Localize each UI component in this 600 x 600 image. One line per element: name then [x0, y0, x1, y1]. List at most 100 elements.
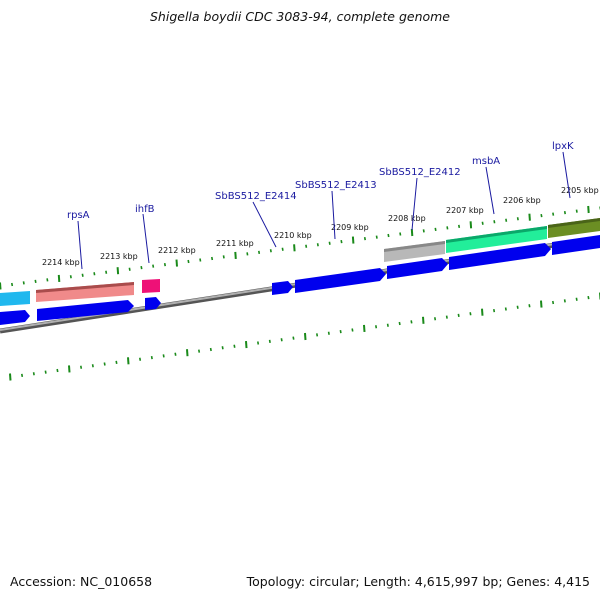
minor-tick	[329, 242, 330, 245]
minor-tick	[576, 298, 577, 301]
major-tick	[0, 283, 1, 290]
major-tick	[128, 357, 129, 364]
leader-line	[143, 214, 149, 263]
minor-tick	[293, 337, 294, 340]
minor-tick	[494, 220, 495, 223]
minor-tick	[565, 299, 566, 302]
major-tick	[177, 260, 178, 267]
minor-tick	[494, 309, 495, 312]
minor-tick	[482, 222, 483, 225]
cds-arrow[interactable]	[0, 310, 30, 325]
major-tick	[529, 214, 530, 221]
major-tick	[235, 252, 236, 259]
topology-text: Topology: circular; Length: 4,615,997 bp…	[247, 574, 590, 589]
minor-tick	[270, 340, 271, 343]
major-tick	[423, 317, 424, 324]
minor-tick	[12, 283, 13, 286]
minor-tick	[24, 281, 25, 284]
minor-tick	[259, 251, 260, 254]
minor-tick	[82, 274, 83, 277]
minor-tick	[518, 217, 519, 220]
minor-tick	[129, 268, 130, 271]
major-tick	[187, 349, 188, 356]
feature-left[interactable]	[0, 291, 30, 306]
minor-tick	[35, 280, 36, 283]
gene-label-msbA[interactable]: msbA	[472, 156, 500, 167]
minor-tick	[247, 252, 248, 255]
minor-tick	[318, 243, 319, 246]
minor-tick	[104, 363, 105, 366]
minor-tick	[352, 329, 353, 332]
gene-label-E2414[interactable]: SbBS512_E2414	[215, 191, 297, 202]
minor-tick	[340, 330, 341, 333]
gene-labels: rpsA ihfB SbBS512_E2414 SbBS512_E2413 Sb…	[67, 141, 574, 221]
major-tick	[246, 341, 247, 348]
minor-tick	[529, 304, 530, 307]
minor-tick	[517, 306, 518, 309]
minor-tick	[399, 322, 400, 325]
minor-tick	[165, 263, 166, 266]
cds-arrow[interactable]	[272, 281, 293, 295]
gene-label-E2412[interactable]: SbBS512_E2412	[379, 167, 461, 178]
minor-tick	[188, 260, 189, 263]
kbp-tick-track	[0, 206, 600, 290]
minor-tick	[222, 346, 223, 349]
minor-tick	[200, 259, 201, 262]
major-tick	[10, 374, 11, 381]
minor-tick	[93, 364, 94, 367]
gene-label-E2413[interactable]: SbBS512_E2413	[295, 180, 377, 191]
minor-tick	[175, 353, 176, 356]
major-tick	[118, 267, 119, 274]
minor-tick	[388, 324, 389, 327]
major-tick	[364, 325, 365, 332]
minor-tick	[47, 278, 48, 281]
minor-tick	[224, 255, 225, 258]
minor-tick	[506, 308, 507, 311]
minor-tick	[163, 354, 164, 357]
kbp-label: 2210 kbp	[274, 231, 312, 240]
major-tick	[59, 275, 60, 282]
minor-tick	[34, 372, 35, 375]
minor-tick	[411, 320, 412, 323]
cds-arrow[interactable]	[387, 258, 448, 279]
minor-tick	[565, 211, 566, 214]
minor-tick	[435, 317, 436, 320]
minor-tick	[553, 213, 554, 216]
kbp-label: 2212 kbp	[158, 246, 196, 255]
minor-tick	[71, 275, 72, 278]
minor-tick	[152, 356, 153, 359]
major-tick	[471, 221, 472, 228]
minor-tick	[447, 316, 448, 319]
minor-tick	[470, 312, 471, 315]
major-tick	[412, 229, 413, 236]
feature-ihfB[interactable]	[142, 279, 160, 293]
gene-label-rpsA[interactable]: rpsA	[67, 210, 90, 221]
minor-tick	[306, 245, 307, 248]
minor-tick	[365, 237, 366, 240]
gene-label-lpxK[interactable]: lpxK	[552, 141, 574, 152]
major-tick	[541, 301, 542, 308]
minor-tick	[94, 272, 95, 275]
minor-tick	[447, 226, 448, 229]
minor-tick	[282, 248, 283, 251]
cds-arrow[interactable]	[552, 235, 600, 255]
kbp-label: 2214 kbp	[42, 258, 80, 267]
kbp-label: 2206 kbp	[503, 196, 541, 205]
minor-tick	[388, 234, 389, 237]
minor-tick	[376, 325, 377, 328]
minor-tick	[211, 348, 212, 351]
cds-arrow[interactable]	[295, 268, 386, 293]
minor-tick	[400, 233, 401, 236]
kbp-label: 2208 kbp	[388, 214, 426, 223]
major-tick	[588, 206, 589, 213]
gene-label-ihfB[interactable]: ihfB	[135, 204, 155, 215]
minor-tick	[212, 257, 213, 260]
minor-tick	[424, 229, 425, 232]
minor-tick	[377, 236, 378, 239]
cds-track	[0, 235, 600, 325]
major-tick	[294, 244, 295, 251]
minor-tick	[281, 338, 282, 341]
minor-tick	[116, 361, 117, 364]
minor-tick	[22, 374, 23, 377]
kbp-label: 2209 kbp	[331, 223, 369, 232]
